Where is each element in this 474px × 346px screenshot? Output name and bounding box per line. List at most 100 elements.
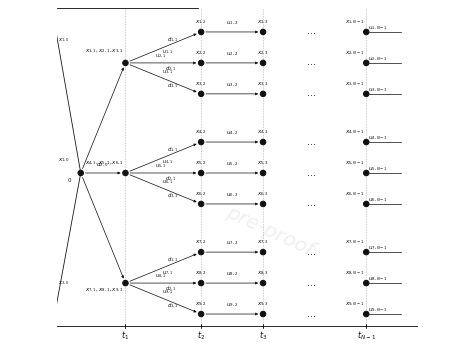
Text: $u_{9,2}$: $u_{9,2}$ xyxy=(226,302,238,309)
Text: $x_{5,N-1}$: $x_{5,N-1}$ xyxy=(344,160,364,167)
Text: $u_{5,N-1}$: $u_{5,N-1}$ xyxy=(367,166,388,173)
Text: $x_{3,0}$: $x_{3,0}$ xyxy=(58,279,70,286)
Text: $u_{5,1}$: $u_{5,1}$ xyxy=(155,163,166,170)
Circle shape xyxy=(198,170,204,176)
Circle shape xyxy=(363,170,369,176)
Circle shape xyxy=(198,201,204,207)
Circle shape xyxy=(363,249,369,255)
Text: $u_{4,1}$: $u_{4,1}$ xyxy=(162,159,173,166)
Text: $x_{1,0}$: $x_{1,0}$ xyxy=(58,157,70,164)
Text: $x_{6,2}$: $x_{6,2}$ xyxy=(195,191,207,198)
Text: $u_{3,N-1}$: $u_{3,N-1}$ xyxy=(367,87,388,94)
Circle shape xyxy=(363,91,369,97)
Circle shape xyxy=(123,170,128,176)
Text: $d_{2,1}$: $d_{2,1}$ xyxy=(165,285,176,293)
Text: $x_{4,N-1}$: $x_{4,N-1}$ xyxy=(344,129,364,136)
Text: $u_{6,2}$: $u_{6,2}$ xyxy=(226,192,238,199)
Text: $d_{3,1}$: $d_{3,1}$ xyxy=(166,82,178,90)
Circle shape xyxy=(198,139,204,145)
Text: $x_{7,N-1}$: $x_{7,N-1}$ xyxy=(344,239,364,246)
Text: $u_{1,2}$: $u_{1,2}$ xyxy=(226,20,238,27)
Text: $\ldots$: $\ldots$ xyxy=(306,199,316,208)
Text: $x_{5,2}$: $x_{5,2}$ xyxy=(195,160,207,167)
Text: $t_2$: $t_2$ xyxy=(197,329,205,342)
Text: $u_{4,N-1}$: $u_{4,N-1}$ xyxy=(367,135,388,142)
Text: $d_{2,1}$: $d_{2,1}$ xyxy=(165,175,176,183)
Text: $\ldots$: $\ldots$ xyxy=(306,169,316,177)
Text: $u_{8,1}$: $u_{8,1}$ xyxy=(155,273,166,280)
Text: $u_{3,1}$: $u_{3,1}$ xyxy=(162,69,173,76)
Text: $u_{5,2}$: $u_{5,2}$ xyxy=(226,161,238,168)
Circle shape xyxy=(198,249,204,255)
Text: $u_{7,2}$: $u_{7,2}$ xyxy=(226,240,238,247)
Text: $u_{7,1}$: $u_{7,1}$ xyxy=(162,269,173,276)
Text: $u_{4,2}$: $u_{4,2}$ xyxy=(226,130,238,137)
Text: $x_{1,1}, x_{2,1}, x_{3,1}$: $x_{1,1}, x_{2,1}, x_{3,1}$ xyxy=(85,48,124,55)
Circle shape xyxy=(260,170,265,176)
Text: $d_{3,1}$: $d_{3,1}$ xyxy=(166,192,178,200)
Circle shape xyxy=(363,139,369,145)
Circle shape xyxy=(260,311,265,317)
Text: $t_{N-1}$: $t_{N-1}$ xyxy=(356,329,375,342)
Text: $d_{2,0}$: $d_{2,0}$ xyxy=(96,161,109,169)
Text: $x_{3,N-1}$: $x_{3,N-1}$ xyxy=(344,81,364,88)
Text: $x_{3,2}$: $x_{3,2}$ xyxy=(195,81,207,88)
Text: $x_{5,3}$: $x_{5,3}$ xyxy=(257,160,269,167)
Circle shape xyxy=(260,60,265,66)
Text: $t_3$: $t_3$ xyxy=(259,329,267,342)
Text: $d_{1,1}$: $d_{1,1}$ xyxy=(166,146,178,154)
Text: $d_{1,1}$: $d_{1,1}$ xyxy=(166,256,178,264)
Circle shape xyxy=(198,29,204,35)
Circle shape xyxy=(260,29,265,35)
Text: $\ldots$: $\ldots$ xyxy=(306,310,316,319)
Text: $\ldots$: $\ldots$ xyxy=(306,248,316,257)
Circle shape xyxy=(198,91,204,97)
Text: $x_{1,N-1}$: $x_{1,N-1}$ xyxy=(344,19,364,26)
Text: $\ldots$: $\ldots$ xyxy=(306,58,316,67)
Text: $x_{8,3}$: $x_{8,3}$ xyxy=(257,270,269,277)
Text: $x_{2,3}$: $x_{2,3}$ xyxy=(257,49,269,57)
Text: $d_{2,1}$: $d_{2,1}$ xyxy=(165,65,176,73)
Text: $x_{4,1}, x_{5,1}, x_{6,1}$: $x_{4,1}, x_{5,1}, x_{6,1}$ xyxy=(85,160,124,167)
Text: $u_{9,N-1}$: $u_{9,N-1}$ xyxy=(367,307,388,314)
Text: $\ldots$: $\ldots$ xyxy=(306,138,316,147)
Text: $x_{9,N-1}$: $x_{9,N-1}$ xyxy=(344,301,364,308)
Text: $x_{7,2}$: $x_{7,2}$ xyxy=(195,239,207,246)
Text: $u_{3,2}$: $u_{3,2}$ xyxy=(226,82,238,89)
Circle shape xyxy=(198,311,204,317)
Text: $\ldots$: $\ldots$ xyxy=(306,27,316,36)
Text: $x_{2,N-1}$: $x_{2,N-1}$ xyxy=(344,49,364,57)
Text: $x_{1,0}$: $x_{1,0}$ xyxy=(58,37,70,44)
Text: $x_{4,3}$: $x_{4,3}$ xyxy=(257,129,269,136)
Text: $\ldots$: $\ldots$ xyxy=(306,279,316,288)
Circle shape xyxy=(363,60,369,66)
Text: $u_{2,1}$: $u_{2,1}$ xyxy=(155,53,166,60)
Circle shape xyxy=(260,201,265,207)
Text: $u_{7,N-1}$: $u_{7,N-1}$ xyxy=(367,245,388,252)
Circle shape xyxy=(78,170,83,176)
Text: $t_1$: $t_1$ xyxy=(121,329,129,342)
Circle shape xyxy=(123,60,128,66)
Circle shape xyxy=(363,29,369,35)
Circle shape xyxy=(260,139,265,145)
Text: $u_{1,N-1}$: $u_{1,N-1}$ xyxy=(367,25,388,32)
Circle shape xyxy=(260,91,265,97)
Text: $x_{9,3}$: $x_{9,3}$ xyxy=(257,301,269,308)
Text: $u_{8,2}$: $u_{8,2}$ xyxy=(226,271,238,278)
Text: pre-proof: pre-proof xyxy=(223,203,316,260)
Text: $x_{6,3}$: $x_{6,3}$ xyxy=(257,191,269,198)
Circle shape xyxy=(198,280,204,286)
Circle shape xyxy=(198,60,204,66)
Circle shape xyxy=(363,280,369,286)
Text: $u_{6,1}$: $u_{6,1}$ xyxy=(162,179,173,186)
Text: $u_{9,1}$: $u_{9,1}$ xyxy=(162,289,173,296)
Text: $x_{7,1}, x_{8,1}, x_{9,1}$: $x_{7,1}, x_{8,1}, x_{9,1}$ xyxy=(85,286,124,294)
Circle shape xyxy=(363,201,369,207)
Text: $x_{1,3}$: $x_{1,3}$ xyxy=(257,19,269,26)
Text: $u_{2,2}$: $u_{2,2}$ xyxy=(226,51,238,58)
Text: $u_{6,N-1}$: $u_{6,N-1}$ xyxy=(367,197,388,204)
Text: $0$: $0$ xyxy=(67,176,72,184)
Text: $u_{2,N-1}$: $u_{2,N-1}$ xyxy=(367,56,388,63)
Text: $x_{1,2}$: $x_{1,2}$ xyxy=(195,19,207,26)
Text: $u_{1,1}$: $u_{1,1}$ xyxy=(162,49,173,56)
